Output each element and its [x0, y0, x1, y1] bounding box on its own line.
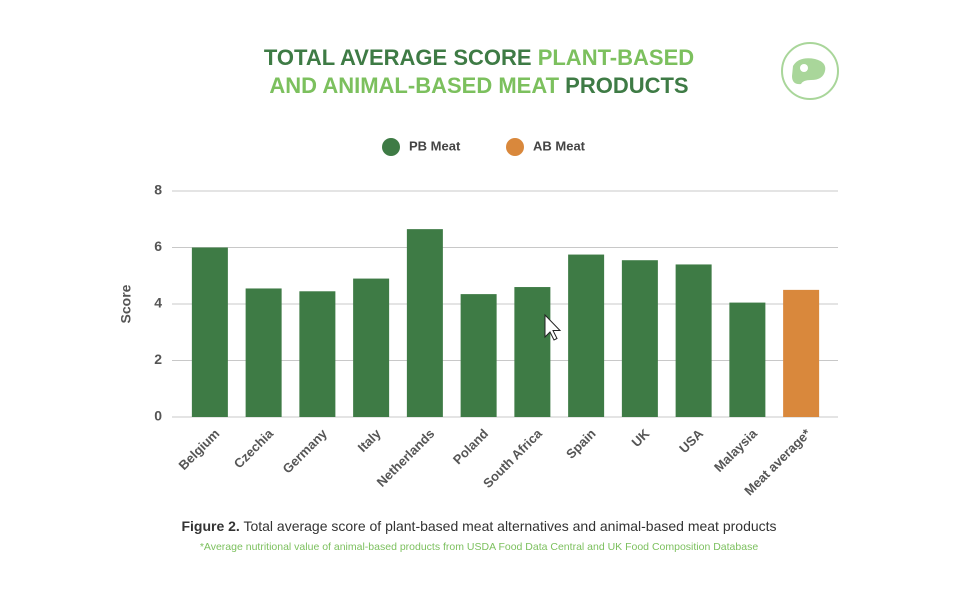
- bar: [621, 260, 658, 417]
- y-axis-label: Score: [118, 284, 134, 323]
- caption: Figure 2. Total average score of plant-b…: [181, 518, 776, 534]
- y-tick-label: 0: [154, 408, 162, 424]
- title-part: AND ANIMAL-BASED MEAT: [269, 73, 559, 98]
- bar: [353, 278, 390, 417]
- legend-label: AB Meat: [533, 138, 586, 153]
- bar: [299, 291, 336, 417]
- bar: [460, 294, 497, 417]
- bar: [568, 254, 605, 417]
- y-tick-label: 4: [154, 295, 162, 311]
- caption-label: Figure 2.: [181, 518, 239, 534]
- mouse-cursor: [544, 313, 562, 341]
- bar: [245, 288, 282, 417]
- legend-label: PB Meat: [409, 138, 461, 153]
- y-tick-label: 8: [154, 182, 162, 198]
- y-tick-label: 6: [154, 238, 162, 254]
- bar: [729, 302, 766, 417]
- chart-title: TOTAL AVERAGE SCORE PLANT-BASED: [264, 45, 694, 70]
- chart-title: AND ANIMAL-BASED MEAT PRODUCTS: [269, 73, 688, 98]
- y-tick-label: 2: [154, 351, 162, 367]
- legend-marker: [382, 138, 400, 156]
- title-part: PLANT-BASED: [538, 45, 694, 70]
- bar: [191, 247, 228, 417]
- bar: [514, 287, 551, 417]
- bar: [675, 264, 712, 417]
- bar: [406, 229, 443, 417]
- legend-marker: [506, 138, 524, 156]
- logo-icon: [781, 42, 839, 100]
- footnote: *Average nutritional value of animal-bas…: [200, 541, 759, 553]
- bar: [783, 289, 820, 417]
- title-part: PRODUCTS: [565, 73, 688, 98]
- title-part: TOTAL AVERAGE SCORE: [264, 45, 532, 70]
- caption-text: Total average score of plant-based meat …: [243, 518, 776, 534]
